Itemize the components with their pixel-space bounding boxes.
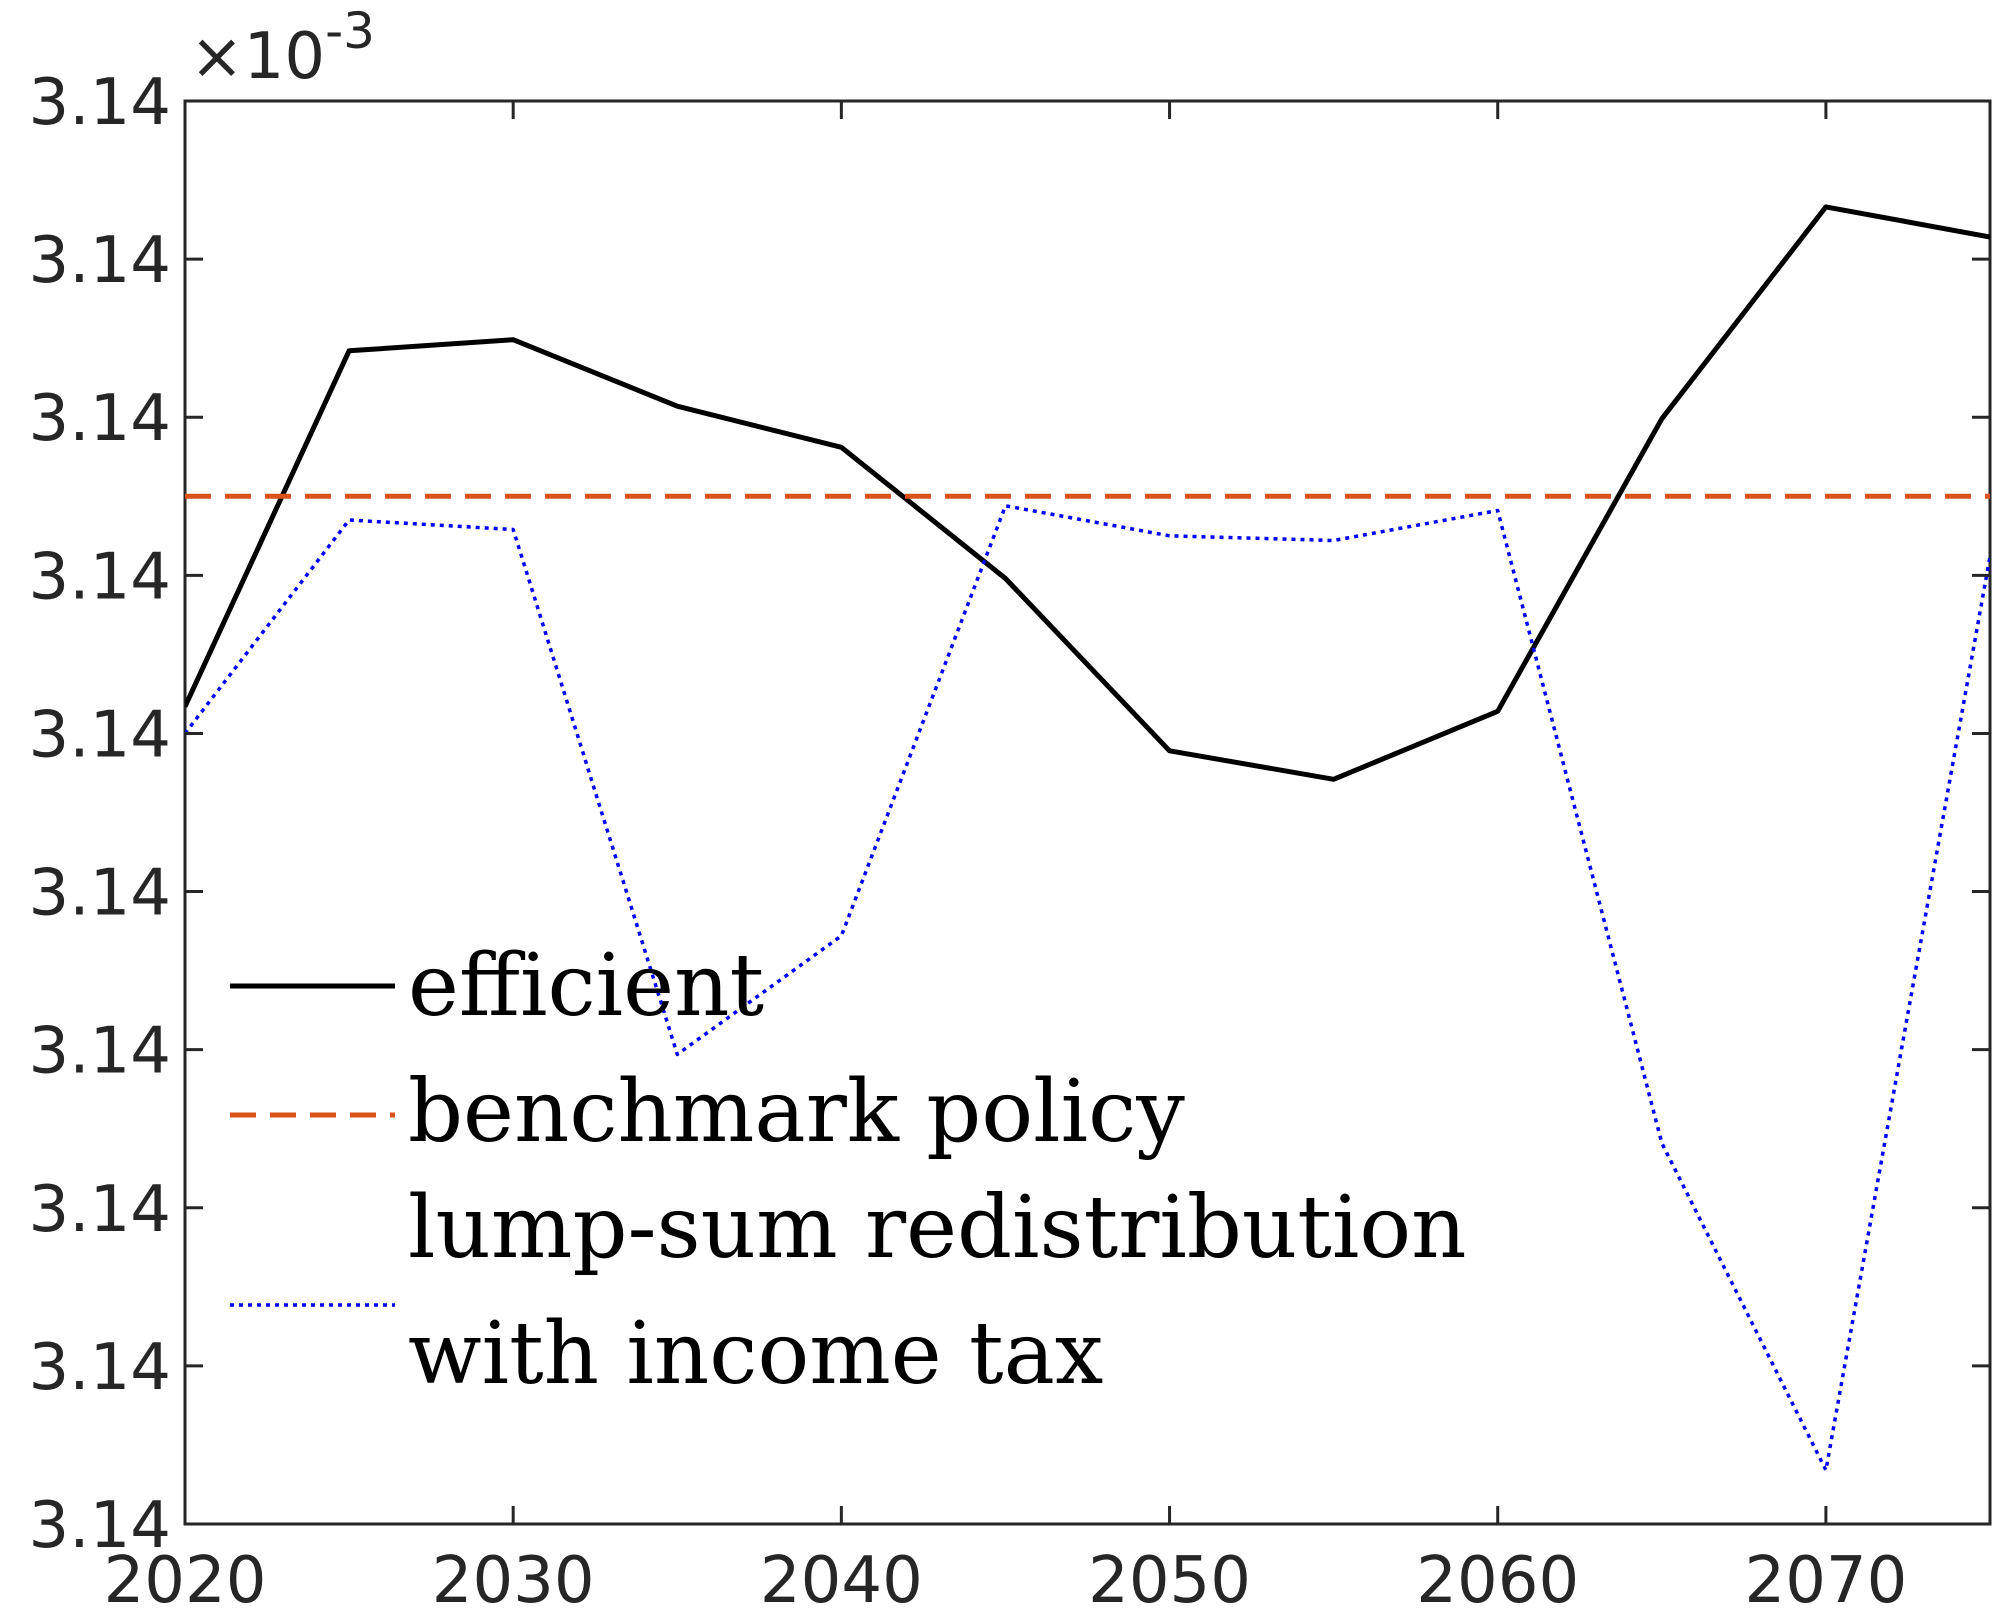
legend-label-3: lump-sum redistribution (408, 1178, 1467, 1278)
y-exponent-label: ×10-3 (190, 2, 375, 94)
y-tick-label: 3.14 (29, 66, 172, 140)
axis-ticks (183, 99, 1990, 1526)
x-tick-label: 2070 (1744, 1544, 1907, 1618)
y-tick-label: 3.14 (29, 857, 172, 931)
x-tick-label: 2050 (1088, 1544, 1251, 1618)
x-tick-label: 2060 (1416, 1544, 1579, 1618)
plot-area (183, 99, 1992, 1526)
x-tick-label: 2040 (760, 1544, 923, 1618)
y-tick-label: 3.14 (29, 540, 172, 614)
y-tick-label: 3.14 (29, 698, 172, 772)
y-tick-label: 3.14 (29, 1331, 172, 1405)
series-line-1 (185, 204, 1990, 782)
y-exponent-power: -3 (325, 2, 375, 60)
y-exponent-base: ×10 (190, 20, 325, 94)
x-tick-label: 2020 (104, 1544, 267, 1618)
axis-labels: 2020 2030 2040 2050 2060 2070 3.14 3.14 3.14 3.14… (29, 2, 1908, 1618)
series-layer (185, 204, 1990, 1472)
legend: efficient benchmark policy lump-sum redist… (230, 936, 1467, 1404)
y-tick-label: 3.14 (29, 1173, 172, 1247)
axes-frame (183, 99, 1992, 1526)
y-tick-label: 3.14 (29, 1489, 172, 1563)
legend-label-2: benchmark policy (408, 1062, 1185, 1162)
series-line-3 (185, 504, 1990, 1472)
y-tick-label: 3.14 (29, 1015, 172, 1089)
x-tick-label: 2030 (432, 1544, 595, 1618)
legend-label-1: efficient (408, 936, 764, 1036)
y-tick-label: 3.14 (29, 224, 172, 298)
y-tick-label: 3.14 (29, 382, 172, 456)
legend-label-3-line2: with income tax (408, 1304, 1103, 1404)
